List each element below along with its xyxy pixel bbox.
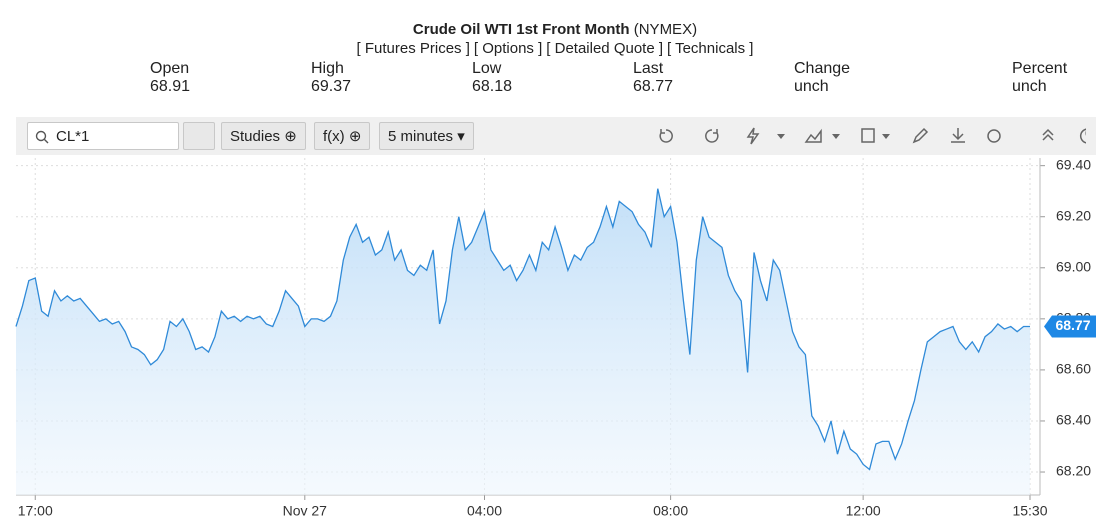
link[interactable]: [ Options ]: [473, 40, 543, 57]
last-price-label: 68.77: [1055, 317, 1090, 333]
stat-value: 68.18: [472, 78, 513, 95]
settings-icon[interactable]: [987, 129, 1001, 143]
toolbar-icons: [659, 127, 1086, 145]
pen-icon[interactable]: [912, 127, 929, 144]
x-tick-label: 15:30: [1012, 503, 1047, 519]
fx-label: f(x): [323, 128, 345, 145]
stat-label: Open: [150, 60, 190, 77]
x-tick-label: 04:00: [467, 503, 502, 519]
stat-label: High: [311, 60, 344, 77]
stat: High 69.37: [311, 60, 351, 96]
y-tick-label: 68.40: [1056, 412, 1091, 428]
price-line: [15, 188, 1030, 471]
link[interactable]: [ Futures Prices ]: [356, 40, 470, 57]
compare-button[interactable]: [183, 122, 215, 150]
x-tick-label: 12:00: [846, 503, 881, 519]
fx-button[interactable]: f(x) ⊕: [314, 122, 371, 150]
area-fill: [16, 188, 1030, 495]
download-icon[interactable]: [951, 128, 965, 143]
symbol-search[interactable]: CL*1: [27, 122, 179, 150]
stat: Change unch: [794, 60, 850, 96]
collapse-icon[interactable]: [1042, 128, 1054, 141]
layout-icon[interactable]: [861, 128, 875, 143]
link[interactable]: [ Technicals ]: [667, 40, 754, 57]
interval-label: 5 minutes: [388, 128, 454, 145]
interval-button[interactable]: 5 minutes ▾: [379, 122, 474, 150]
stat-value: unch: [1012, 78, 1047, 95]
theme-icon[interactable]: [1079, 128, 1086, 144]
x-tick-label: 17:00: [18, 503, 53, 519]
y-tick-label: 69.40: [1056, 156, 1091, 172]
stat: Percent unch: [1012, 60, 1067, 96]
y-tick-label: 68.60: [1056, 361, 1091, 377]
stat-value: unch: [794, 78, 829, 95]
y-tick-label: 68.20: [1056, 463, 1091, 479]
exchange: (NYMEX): [633, 21, 698, 38]
stat: Last 68.77: [633, 60, 673, 96]
stat-label: Change: [794, 60, 851, 77]
stat: Low 68.18: [472, 60, 512, 96]
stat-value: 69.37: [311, 78, 352, 95]
stat-label: Last: [633, 60, 664, 77]
chart-type-icon[interactable]: [804, 128, 822, 143]
studies-label: Studies: [230, 128, 281, 145]
y-tick-label: 69.00: [1056, 258, 1091, 274]
toolbar: CL*1 Studies ⊕ f(x) ⊕ 5 minutes ▾: [16, 117, 1096, 155]
undo-icon[interactable]: [659, 129, 673, 143]
stat-value: 68.91: [150, 78, 191, 95]
title-row: Crude Oil WTI 1st Front Month (NYMEX): [0, 21, 1104, 38]
stat-value: 68.77: [633, 78, 674, 95]
links: [ Futures Prices ][ Options ][ Detailed …: [0, 40, 1104, 57]
redo-icon[interactable]: [705, 129, 719, 143]
y-tick-label: 69.20: [1056, 207, 1091, 223]
studies-button[interactable]: Studies ⊕: [221, 122, 306, 150]
search-icon: [35, 130, 49, 144]
stat-label: Low: [472, 60, 502, 77]
x-tick-label: 08:00: [653, 503, 688, 519]
draw-icon[interactable]: [746, 127, 760, 145]
last-price-box: [1044, 315, 1096, 338]
title: Crude Oil WTI 1st Front Month: [412, 21, 630, 38]
stat-label: Percent: [1012, 60, 1068, 77]
stat: Open 68.91: [150, 60, 190, 96]
link[interactable]: [ Detailed Quote ]: [546, 40, 664, 57]
x-tick-label: Nov 27: [283, 503, 328, 519]
symbol: CL*1: [56, 128, 90, 145]
